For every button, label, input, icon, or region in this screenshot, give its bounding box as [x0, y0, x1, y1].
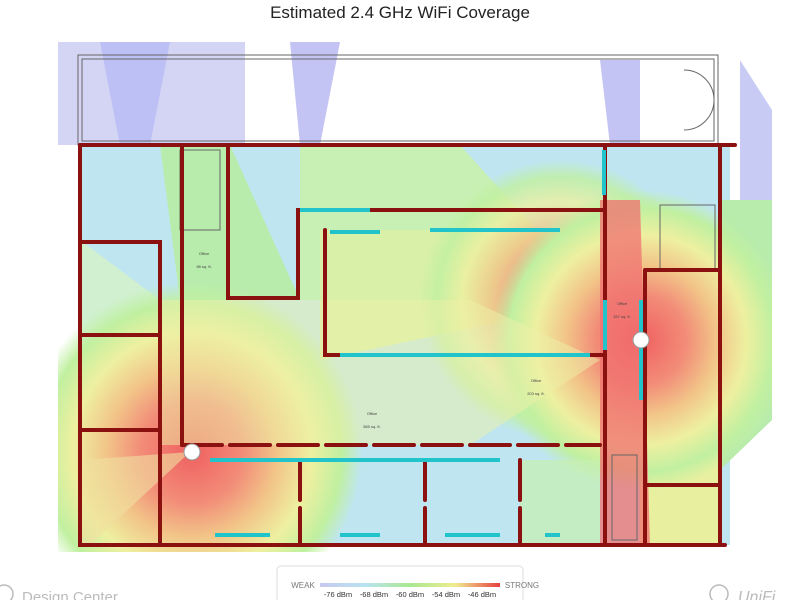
- legend: WEAK STRONG -76 dBm -68 dBm -60 dBm -54 …: [276, 565, 539, 600]
- legend-weak: WEAK: [291, 581, 315, 590]
- room-name: Office: [367, 411, 378, 416]
- title: Estimated 2.4 GHz WiFi Coverage: [270, 3, 530, 22]
- legend-level: -76 dBm: [324, 590, 352, 599]
- room-name: Office: [199, 251, 210, 256]
- legend-strong: STRONG: [505, 581, 539, 590]
- legend-level: -60 dBm: [396, 590, 424, 599]
- floor-plan: [77, 54, 737, 547]
- room-area: 203 sq. ft.: [527, 391, 545, 396]
- legend-level: -46 dBm: [468, 590, 496, 599]
- room-name: Office: [531, 378, 542, 383]
- access-point[interactable]: [183, 443, 201, 461]
- room-labels: Office 98 sq. ft. Office 157 sq. ft. Off…: [196, 251, 630, 429]
- access-point[interactable]: [632, 331, 650, 349]
- room-area: 98 sq. ft.: [196, 264, 211, 269]
- footer-left: Design Center: [22, 589, 118, 600]
- room-area: 585 sq. ft.: [363, 424, 381, 429]
- footer: Design Center UniFi: [0, 584, 776, 600]
- legend-level: -68 dBm: [360, 590, 388, 599]
- footer-right: UniFi: [738, 589, 776, 600]
- legend-level: -54 dBm: [432, 590, 460, 599]
- room-area: 157 sq. ft.: [613, 314, 631, 319]
- room-name: Office: [617, 301, 628, 306]
- heatmap: [58, 42, 772, 552]
